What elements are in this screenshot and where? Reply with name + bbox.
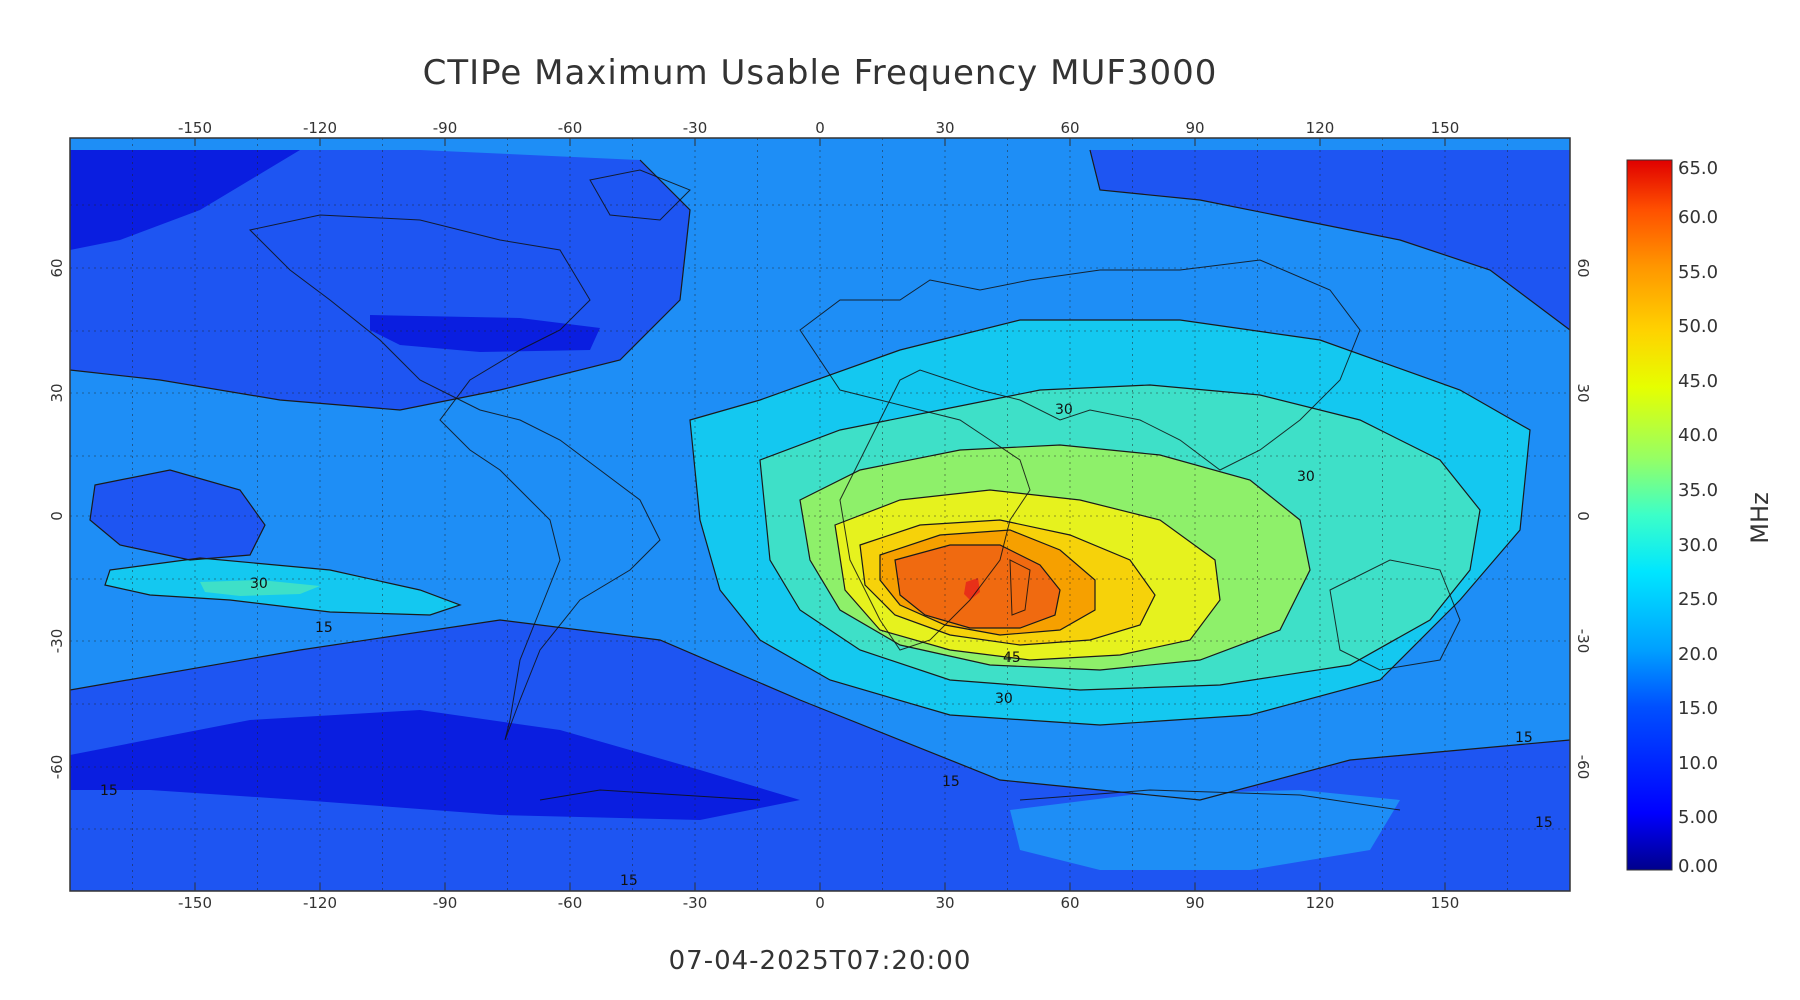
colorbar-tick-label: 0.00 bbox=[1678, 856, 1718, 877]
colorbar-tick-label: 40.0 bbox=[1678, 425, 1718, 446]
lon-tick-label: 150 bbox=[1431, 119, 1460, 137]
low-south-pacific bbox=[70, 710, 800, 820]
lon-tick-label: -150 bbox=[178, 119, 212, 137]
lon-tick-label: -90 bbox=[433, 119, 458, 137]
lon-tick-label: 120 bbox=[1306, 119, 1335, 137]
lon-tick-label: -60 bbox=[558, 119, 583, 137]
lon-tick-label: -120 bbox=[303, 894, 337, 912]
contour-label: 15 bbox=[1515, 730, 1533, 746]
mid-antarctic bbox=[1010, 790, 1400, 870]
contour-label: 30 bbox=[995, 691, 1013, 707]
lat-tick-label: 0 bbox=[1574, 511, 1592, 521]
colorbar-tick-label: 45.0 bbox=[1678, 371, 1718, 392]
lon-tick-label: -90 bbox=[433, 894, 458, 912]
lat-tick-label: 60 bbox=[1574, 258, 1592, 277]
coastlines bbox=[248, 169, 1461, 811]
contour-label: 15 bbox=[315, 620, 333, 636]
muf-field: 30 15 15 15 15 15 15 30 45 30 30 bbox=[70, 138, 1570, 891]
contour-label: 30 bbox=[1297, 469, 1315, 485]
timestamp-label: 07-04-2025T07:20:00 bbox=[669, 946, 972, 976]
low-north-pacific-band bbox=[70, 150, 300, 250]
colorbar-tick-label: 50.0 bbox=[1678, 316, 1718, 337]
colorbar-tick-label: 35.0 bbox=[1678, 480, 1718, 501]
lon-tick-label: -120 bbox=[303, 119, 337, 137]
lat-tick-label: 30 bbox=[1574, 383, 1592, 402]
colorbar-ticks: 65.0 60.0 55.0 50.0 45.0 40.0 35.0 30.0 … bbox=[1678, 158, 1718, 877]
contour-label-group: 30 15 15 15 15 15 15 30 45 30 30 bbox=[100, 402, 1553, 889]
lat-tick-label: 30 bbox=[48, 383, 66, 402]
graticule bbox=[70, 138, 1570, 891]
lon-tick-label: 90 bbox=[1185, 119, 1204, 137]
colorbar-tick-label: 30.0 bbox=[1678, 535, 1718, 556]
colorbar-tick-label: 55.0 bbox=[1678, 262, 1718, 283]
colorbar-tick-label: 65.0 bbox=[1678, 158, 1718, 179]
contour-label: 30 bbox=[1055, 402, 1073, 418]
lat-labels-right: 60 30 0 -30 -60 bbox=[1574, 258, 1592, 779]
lat-tick-label: -60 bbox=[48, 755, 66, 780]
colorbar bbox=[1626, 159, 1673, 871]
lon-tick-label: 150 bbox=[1431, 894, 1460, 912]
colorbar-tick-label: 5.00 bbox=[1678, 807, 1718, 828]
lon-tick-label: 60 bbox=[1060, 119, 1079, 137]
lat-tick-label: 0 bbox=[48, 511, 66, 521]
contour-lines bbox=[70, 149, 1570, 801]
lon-tick-label: 30 bbox=[935, 894, 954, 912]
contour-label: 15 bbox=[942, 774, 960, 790]
colorbar-tick-label: 60.0 bbox=[1678, 207, 1718, 228]
low-equatorial-pacific bbox=[90, 470, 265, 560]
lon-tick-label: 90 bbox=[1185, 894, 1204, 912]
lon-tick-label: -30 bbox=[683, 119, 708, 137]
axis-ticks bbox=[194, 138, 1446, 891]
colorbar-tick-label: 10.0 bbox=[1678, 753, 1718, 774]
lat-tick-label: -60 bbox=[1574, 755, 1592, 780]
lon-tick-label: 60 bbox=[1060, 894, 1079, 912]
lat-tick-label: 60 bbox=[48, 258, 66, 277]
colorbar-unit-label: MHz bbox=[1746, 492, 1774, 543]
contour-label: 45 bbox=[1003, 650, 1021, 666]
lon-tick-label: 120 bbox=[1306, 894, 1335, 912]
contour-label: 15 bbox=[620, 873, 638, 889]
lon-tick-label: -60 bbox=[558, 894, 583, 912]
colorbar-tick-label: 15.0 bbox=[1678, 698, 1718, 719]
lon-tick-label: -150 bbox=[178, 894, 212, 912]
colorbar-tick-label: 20.0 bbox=[1678, 644, 1718, 665]
lon-tick-label: 30 bbox=[935, 119, 954, 137]
level-30-south-pacific bbox=[200, 580, 320, 596]
contour-label: 15 bbox=[1535, 815, 1553, 831]
lat-labels-left: 60 30 0 -30 -60 bbox=[48, 258, 66, 779]
lon-tick-label: 0 bbox=[815, 119, 825, 137]
lon-labels-top: -150 -120 -90 -60 -30 0 30 60 90 120 150 bbox=[178, 119, 1459, 137]
low-north-atlantic bbox=[370, 315, 600, 352]
lat-tick-label: -30 bbox=[48, 629, 66, 654]
level-60 bbox=[964, 578, 980, 600]
contour-label: 30 bbox=[250, 576, 268, 592]
low-arctic bbox=[1090, 150, 1570, 330]
map-title: CTIPe Maximum Usable Frequency MUF3000 bbox=[423, 53, 1218, 93]
lon-tick-label: 0 bbox=[815, 894, 825, 912]
colorbar-tick-label: 25.0 bbox=[1678, 589, 1718, 610]
lon-labels-bottom: -150 -120 -90 -60 -30 0 30 60 90 120 150 bbox=[178, 894, 1459, 912]
lat-tick-label: -30 bbox=[1574, 629, 1592, 654]
lon-tick-label: -30 bbox=[683, 894, 708, 912]
contour-label: 15 bbox=[100, 783, 118, 799]
